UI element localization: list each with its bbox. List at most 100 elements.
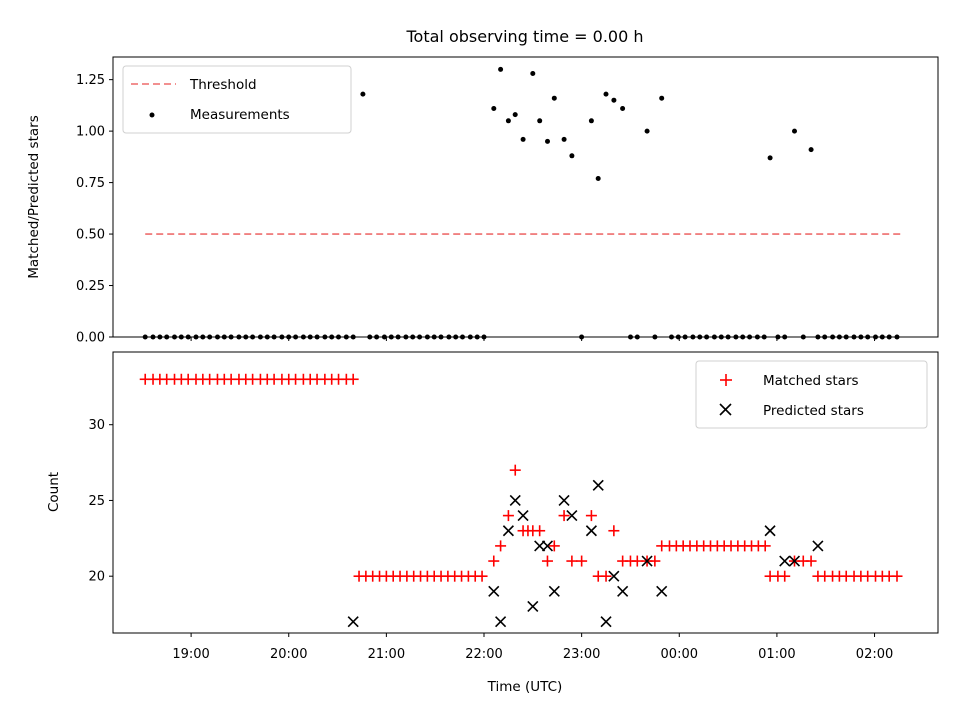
bottom-y-tick-label: 25 (88, 494, 105, 509)
predicted-star-marker (527, 600, 539, 613)
matched-star-marker (759, 540, 771, 552)
predicted-star-marker (600, 616, 612, 628)
bottom-legend: Matched stars Predicted stars (695, 360, 928, 429)
legend-predicted-swatch (719, 403, 732, 416)
predicted-star-marker (502, 525, 514, 537)
predicted-star-marker (347, 616, 359, 628)
measurement-point (620, 106, 626, 111)
measurement-point (512, 112, 518, 118)
predicted-star-marker (641, 555, 653, 567)
x-axis-label: Time (UTC) (487, 679, 563, 695)
predicted-star-marker (812, 540, 824, 552)
measurement-point (520, 136, 526, 142)
measurement-point (545, 138, 550, 144)
predicted-star-marker (558, 494, 570, 507)
matched-star-marker (541, 555, 553, 567)
matched-star-marker (805, 555, 817, 567)
bottom-y-ticks: 20 25 30 (88, 418, 113, 585)
top-y-ticks: 0.00 0.25 0.50 0.75 1.00 1.25 (76, 73, 113, 346)
measurement-point (551, 95, 557, 101)
measurement-point (595, 176, 601, 181)
matched-star-marker (585, 510, 597, 522)
measurement-point (505, 118, 511, 124)
matched-star-marker (576, 555, 588, 567)
bottom-legend-box (695, 360, 928, 429)
measurement-point (530, 71, 536, 76)
measurement-point (561, 136, 567, 142)
predicted-star-marker (608, 570, 620, 582)
legend-measurements-label: Measurements (190, 107, 290, 123)
x-tick-label: 21:00 (368, 647, 405, 662)
matched-star-marker (779, 570, 791, 582)
measurement-point (767, 155, 773, 161)
matched-star-marker (649, 555, 661, 567)
predicted-star-marker (779, 555, 791, 567)
predicted-star-marker (764, 525, 776, 537)
top-y-tick-label: 1.25 (76, 73, 105, 88)
predicted-star-marker (788, 555, 801, 567)
top-y-tick-label: 1.00 (76, 125, 105, 140)
top-axes-frame (112, 56, 939, 338)
matched-star-marker (600, 570, 612, 582)
x-tick-label: 20:00 (270, 647, 307, 662)
predicted-star-marker (517, 510, 529, 522)
predicted-star-marker (534, 540, 546, 552)
measurement-point (603, 91, 609, 97)
predicted-star-marker (592, 479, 604, 491)
top-y-tick-label: 0.25 (76, 279, 105, 294)
legend-measurements-swatch (149, 112, 155, 118)
matched-star-marker (548, 540, 560, 552)
top-legend: Threshold Measurements (122, 65, 352, 134)
legend-threshold-label: Threshold (189, 77, 257, 93)
top-legend-box (122, 65, 352, 134)
x-tick-label: 00:00 (661, 647, 698, 662)
predicted-star-marker (488, 585, 500, 597)
measurement-point (360, 91, 366, 97)
predicted-star-marker (541, 540, 554, 552)
matched-star-marker (502, 510, 514, 522)
matched-star-marker (631, 555, 643, 567)
matched-star-marker (891, 570, 903, 582)
measurement-point (569, 153, 575, 159)
x-tick-label: 23:00 (563, 647, 600, 662)
matched-star-marker (558, 510, 570, 522)
bottom-plot-area (139, 373, 903, 628)
top-y-tick-label: 0.00 (76, 331, 105, 346)
measurement-point (537, 118, 543, 124)
measurement-point (588, 118, 594, 124)
bottom-y-axis-label: Count (46, 472, 62, 512)
matched-star-marker (534, 525, 546, 537)
measurement-point (644, 128, 650, 134)
top-y-tick-label: 0.50 (76, 228, 105, 243)
top-y-axis-label: Matched/Predicted stars (26, 115, 42, 278)
chart-title: Total observing time = 0.00 h (405, 27, 643, 46)
legend-matched-swatch (720, 374, 732, 386)
measurement-point (611, 97, 617, 103)
x-tick-label: 22:00 (465, 647, 502, 662)
bottom-panel: 20 25 30 19:00 20:00 21:00 22:00 23:00 00:00 01:… (46, 351, 939, 695)
bottom-axes-frame (112, 351, 939, 634)
top-y-tick-label: 0.75 (76, 176, 105, 191)
matched-star-marker (495, 540, 507, 552)
predicted-star-marker (656, 585, 668, 597)
x-tick-label: 19:00 (172, 647, 209, 662)
predicted-star-marker (617, 585, 629, 597)
top-panel: 0.00 0.25 0.50 0.75 1.00 1.25 Matched/Predict… (26, 56, 939, 346)
measurement-point (659, 95, 665, 101)
matched-star-marker (488, 555, 500, 567)
predicted-star-marker (548, 585, 560, 597)
predicted-star-marker (585, 525, 597, 537)
matched-star-marker (566, 555, 578, 567)
measurement-point (491, 106, 497, 111)
legend-predicted-label: Predicted stars (763, 403, 864, 419)
measurement-point (792, 128, 797, 134)
matched-star-marker (608, 525, 620, 537)
matched-star-marker (509, 464, 521, 476)
predicted-star-marker (566, 510, 578, 522)
x-tick-label: 02:00 (856, 647, 893, 662)
measurement-point (808, 147, 814, 153)
bottom-x-ticks: 19:00 20:00 21:00 22:00 23:00 00:00 01:00 02:00 (172, 633, 893, 662)
legend-matched-label: Matched stars (763, 373, 859, 389)
top-x-ticks (190, 337, 876, 341)
